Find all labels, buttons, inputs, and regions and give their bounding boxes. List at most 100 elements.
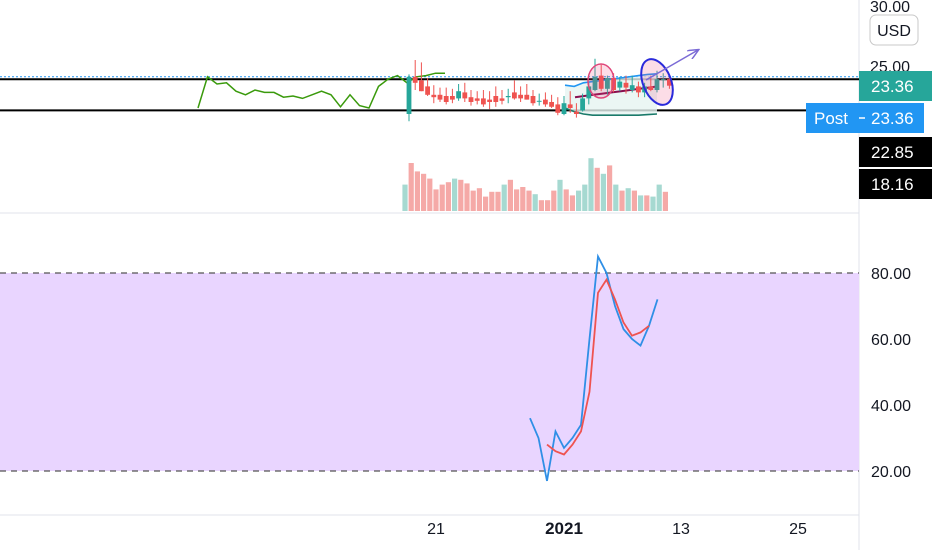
candle-body [518,94,523,99]
volume-bar [607,165,613,211]
volume-bar [520,187,526,211]
oscillator-tick-label: 60.00 [871,332,911,349]
volume-bar [489,191,495,211]
candle-body [648,86,654,90]
currency-button-frame[interactable] [869,14,919,46]
candle-body [623,82,629,88]
candle-body [543,99,548,105]
currency-button[interactable]: USD [869,14,919,46]
price-badge-value: 23.36 [871,77,914,96]
price-badge [859,137,932,167]
price-badge [859,169,932,199]
lower-band-line [564,107,658,116]
volume-bar [433,189,439,211]
volume-bar [495,191,501,211]
candle-body [574,111,579,114]
volume-bar [414,171,420,211]
up-arrow [645,50,698,81]
time-tick-label: 25 [789,521,807,538]
volume-bar [619,190,625,211]
candle-body [536,100,542,102]
price-tick-label: 30.00 [870,0,910,16]
volume-bar [532,194,538,211]
volume-bar [427,178,433,211]
candle-body [419,80,424,92]
candle-body [549,102,554,107]
volume-bar [439,184,445,211]
volume-bar [501,184,507,211]
oscillator-pane[interactable] [0,253,859,482]
candle-body [450,96,455,100]
volume-bar [526,190,532,211]
oscillator-k-line [529,253,659,482]
candle-body [598,75,604,89]
comparison-line [197,72,445,109]
volume-bar [476,188,482,211]
volume-bar [656,184,662,211]
candle-body [660,79,666,81]
volume-bar [538,200,544,211]
oscillator-tick-label: 20.00 [871,464,911,481]
candle-body [617,81,623,88]
oscillator-d-line [546,277,650,456]
volume-bar [563,189,569,211]
candle-body [462,92,468,99]
time-tick-label: 2021 [545,519,583,538]
price-badge-value: 18.16 [871,175,914,194]
candle-body [586,86,592,99]
volume-bar [576,190,582,211]
blue-ellipse [640,58,674,106]
candle-body [437,94,443,100]
volume-bar [402,184,408,211]
volume-bar [464,183,470,211]
volume-bar [631,190,637,211]
candle-body [636,86,641,93]
candle-body [605,78,610,89]
time-tick-label: 21 [427,521,445,538]
volume-bar [582,184,588,211]
candle-body [524,94,530,100]
volume-bar [445,182,451,211]
volume-bar [600,173,606,211]
candle-body [412,76,418,83]
post-badge-prefix: Post [814,109,848,128]
volume-bar [452,178,458,211]
candle-body [406,76,412,114]
volume-bar [569,195,575,211]
candle-body [481,98,486,105]
oscillator-tick-label: 40.00 [871,398,911,415]
volume-bar [483,196,489,211]
time-tick-label: 13 [672,521,690,538]
candle-body [654,79,660,90]
price-pane[interactable] [0,50,859,211]
volume-bar [408,163,414,211]
volume-bar [625,188,631,211]
candle-body [555,104,561,113]
candle-body [561,103,567,114]
volume-bar [594,167,600,211]
volume-bar [458,179,464,211]
candle-body [592,76,598,90]
volume-bar [613,184,619,211]
volume-bar [588,158,594,211]
volume-bar [514,189,520,211]
volume-bar [662,191,668,211]
volume-bar [557,179,563,211]
candle-body [667,79,672,86]
candle-body [425,86,430,95]
volume-bar [644,195,650,211]
candle-body [443,96,449,102]
candle-body [629,85,635,90]
candle-body [468,97,474,102]
price-badge [859,71,932,101]
candle-body [505,96,511,98]
volume-bar [551,190,557,211]
post-badge-value: 23.36 [871,109,914,128]
currency-label: USD [877,23,911,40]
candle-body [493,96,499,102]
candle-body [567,104,573,108]
volume-bar [507,179,513,211]
